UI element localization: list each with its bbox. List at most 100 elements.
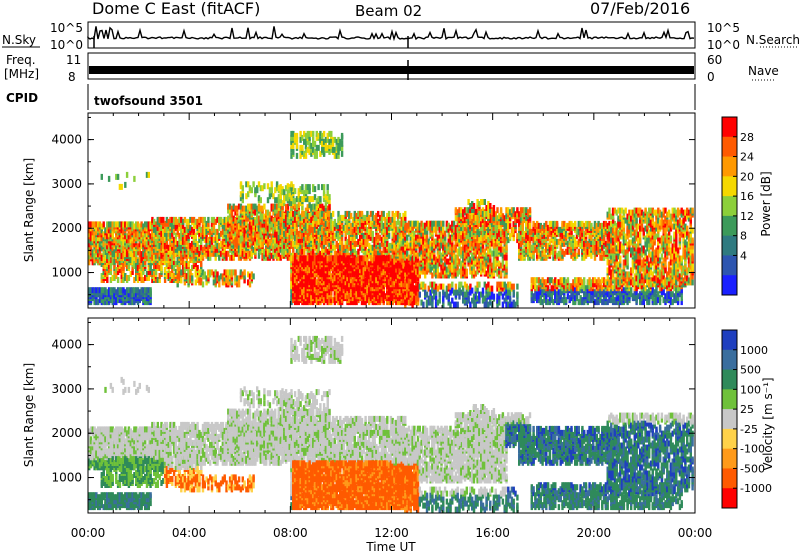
heatmap-cell: [310, 226, 313, 233]
heatmap-cell: [194, 271, 197, 278]
heatmap-cell: [348, 255, 351, 262]
heatmap-cell: [315, 144, 318, 151]
heatmap-cell: [364, 244, 367, 251]
heatmap-cell: [290, 271, 293, 278]
heatmap-cell: [382, 210, 385, 217]
heatmap-cell: [210, 224, 214, 231]
heatmap-cell: [176, 273, 179, 280]
heatmap-cell: [106, 261, 109, 267]
heatmap-cell: [268, 242, 272, 249]
heatmap-cell: [129, 257, 132, 263]
heatmap-cell: [290, 142, 293, 149]
heatmap-cell: [333, 265, 337, 272]
heatmap-cell: [284, 228, 288, 235]
heatmap-cell: [147, 239, 150, 246]
heatmap-cell: [263, 252, 266, 259]
heatmap-cell: [115, 253, 118, 259]
heatmap-cell: [295, 204, 299, 211]
heatmap-cell: [124, 273, 127, 279]
heatmap-cell: [360, 210, 364, 217]
heatmap-cell: [131, 253, 134, 259]
heatmap-cell: [275, 235, 279, 242]
heatmap-cell: [261, 252, 264, 259]
heatmap-cell: [109, 297, 113, 304]
heatmap-cell: [236, 223, 239, 230]
heatmap-cell: [349, 228, 353, 235]
heatmap-cell: [303, 226, 306, 233]
heatmap-cell: [122, 299, 125, 306]
heatmap-cell: [344, 291, 347, 298]
heatmap-cell: [312, 184, 315, 191]
heatmap-cell: [230, 269, 234, 276]
heatmap-cell: [189, 248, 192, 255]
heatmap-cell: [154, 269, 158, 275]
heatmap-cell: [138, 263, 141, 269]
heatmap-cell: [299, 130, 302, 137]
heatmap-cell: [252, 219, 255, 226]
heatmap-cell: [368, 214, 371, 221]
heatmap-cell: [145, 231, 149, 238]
heatmap-cell: [306, 188, 309, 195]
heatmap-cell: [142, 223, 145, 230]
heatmap-cell: [346, 263, 349, 270]
heatmap-cell: [172, 216, 176, 223]
heatmap-cell: [290, 146, 293, 153]
heatmap-cell: [187, 252, 190, 259]
heatmap-cell: [230, 209, 234, 216]
heatmap-cell: [149, 263, 152, 269]
heatmap-cell: [192, 252, 196, 259]
heatmap-cell: [98, 245, 102, 252]
heatmap-cell: [227, 203, 230, 210]
heatmap-cell: [212, 216, 216, 223]
heatmap-cell: [303, 216, 306, 223]
heatmap-cell: [335, 279, 338, 286]
heatmap-cell: [333, 275, 337, 282]
heatmap-cell: [245, 239, 248, 246]
heatmap-cell: [335, 255, 338, 262]
heatmap-cell: [321, 132, 324, 139]
heatmap-cell: [288, 184, 291, 191]
heatmap-cell: [239, 235, 243, 242]
heatmap-cell: [321, 210, 324, 217]
heatmap-cell: [203, 230, 206, 237]
heatmap-cell: [297, 188, 300, 195]
heatmap-cell: [196, 255, 199, 261]
heatmap-cell: [404, 214, 407, 221]
heatmap-cell: [172, 242, 176, 249]
heatmap-cell: [91, 249, 94, 256]
heatmap-cell: [310, 130, 313, 137]
heatmap-cell: [299, 214, 302, 221]
heatmap-cell: [254, 224, 257, 231]
heatmap-cell: [306, 275, 309, 282]
heatmap-cell: [167, 218, 170, 225]
heatmap-cell: [209, 269, 212, 276]
freq-series-band: [89, 66, 694, 74]
heatmap-cell: [377, 232, 380, 239]
heatmap-cell: [304, 146, 308, 153]
heatmap-cell: [315, 246, 318, 253]
heatmap-cell: [151, 230, 154, 237]
heatmap-cell: [351, 295, 355, 302]
heatmap-cell: [355, 240, 358, 247]
heatmap-cell: [98, 231, 102, 238]
heatmap-cell: [185, 273, 188, 280]
heatmap-cell: [349, 240, 353, 247]
heatmap-cell: [131, 235, 134, 242]
heatmap-cell: [301, 248, 304, 255]
heatmap-cell: [207, 244, 210, 251]
heatmap-cell: [380, 210, 384, 217]
heatmap-cell: [93, 229, 96, 236]
heatmap-cell: [344, 224, 347, 231]
heatmap-cell: [254, 203, 257, 210]
heatmap-cell: [151, 248, 154, 255]
heatmap-cell: [106, 289, 109, 296]
heatmap-cell: [342, 295, 346, 302]
heatmap-cell: [306, 279, 309, 286]
heatmap-cell: [252, 229, 255, 236]
heatmap-cell: [346, 269, 349, 276]
heatmap-cell: [232, 242, 235, 249]
heatmap-cell: [257, 215, 261, 222]
heatmap-cell: [330, 146, 333, 153]
heatmap-cell: [292, 210, 295, 217]
heatmap-cell: [98, 257, 102, 264]
